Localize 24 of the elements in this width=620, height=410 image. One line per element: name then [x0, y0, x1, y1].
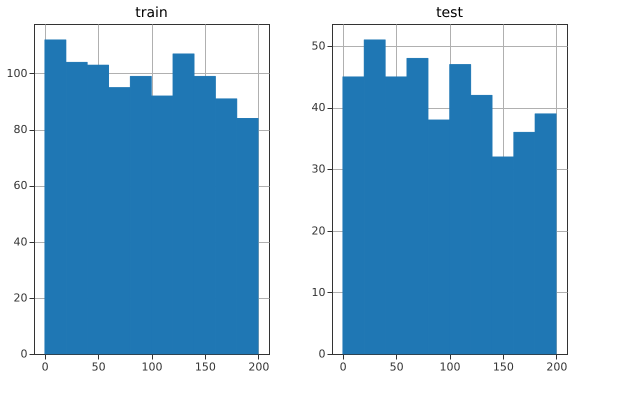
y-tick-label: 50	[312, 39, 326, 52]
y-tick-label: 60	[14, 179, 28, 192]
y-tick-label: 100	[6, 66, 28, 80]
chart-title: test	[436, 5, 464, 21]
y-tick-label: 40	[312, 101, 326, 114]
y-tick-label: 40	[14, 235, 28, 248]
x-tick-label: 150	[194, 360, 216, 374]
x-tick-label: 50	[92, 360, 106, 374]
x-tick-label: 100	[142, 360, 162, 374]
y-tick-label: 0	[318, 348, 326, 360]
y-tick-label: 10	[312, 286, 326, 299]
y-tick-label: 20	[312, 224, 326, 238]
x-tick-label: 50	[390, 360, 404, 374]
x-tick-label: 200	[546, 360, 568, 374]
x-tick-label: 100	[440, 360, 460, 374]
y-tick-label: 0	[20, 348, 28, 360]
x-tick-label: 150	[492, 360, 514, 374]
y-tick-label: 20	[14, 291, 28, 304]
chart-title: train	[135, 5, 168, 21]
x-tick-label: 200	[248, 360, 270, 374]
x-tick-label: 0	[42, 360, 49, 374]
x-tick-label: 0	[340, 360, 347, 374]
y-tick-label: 30	[312, 162, 326, 176]
y-tick-label: 80	[14, 123, 28, 136]
